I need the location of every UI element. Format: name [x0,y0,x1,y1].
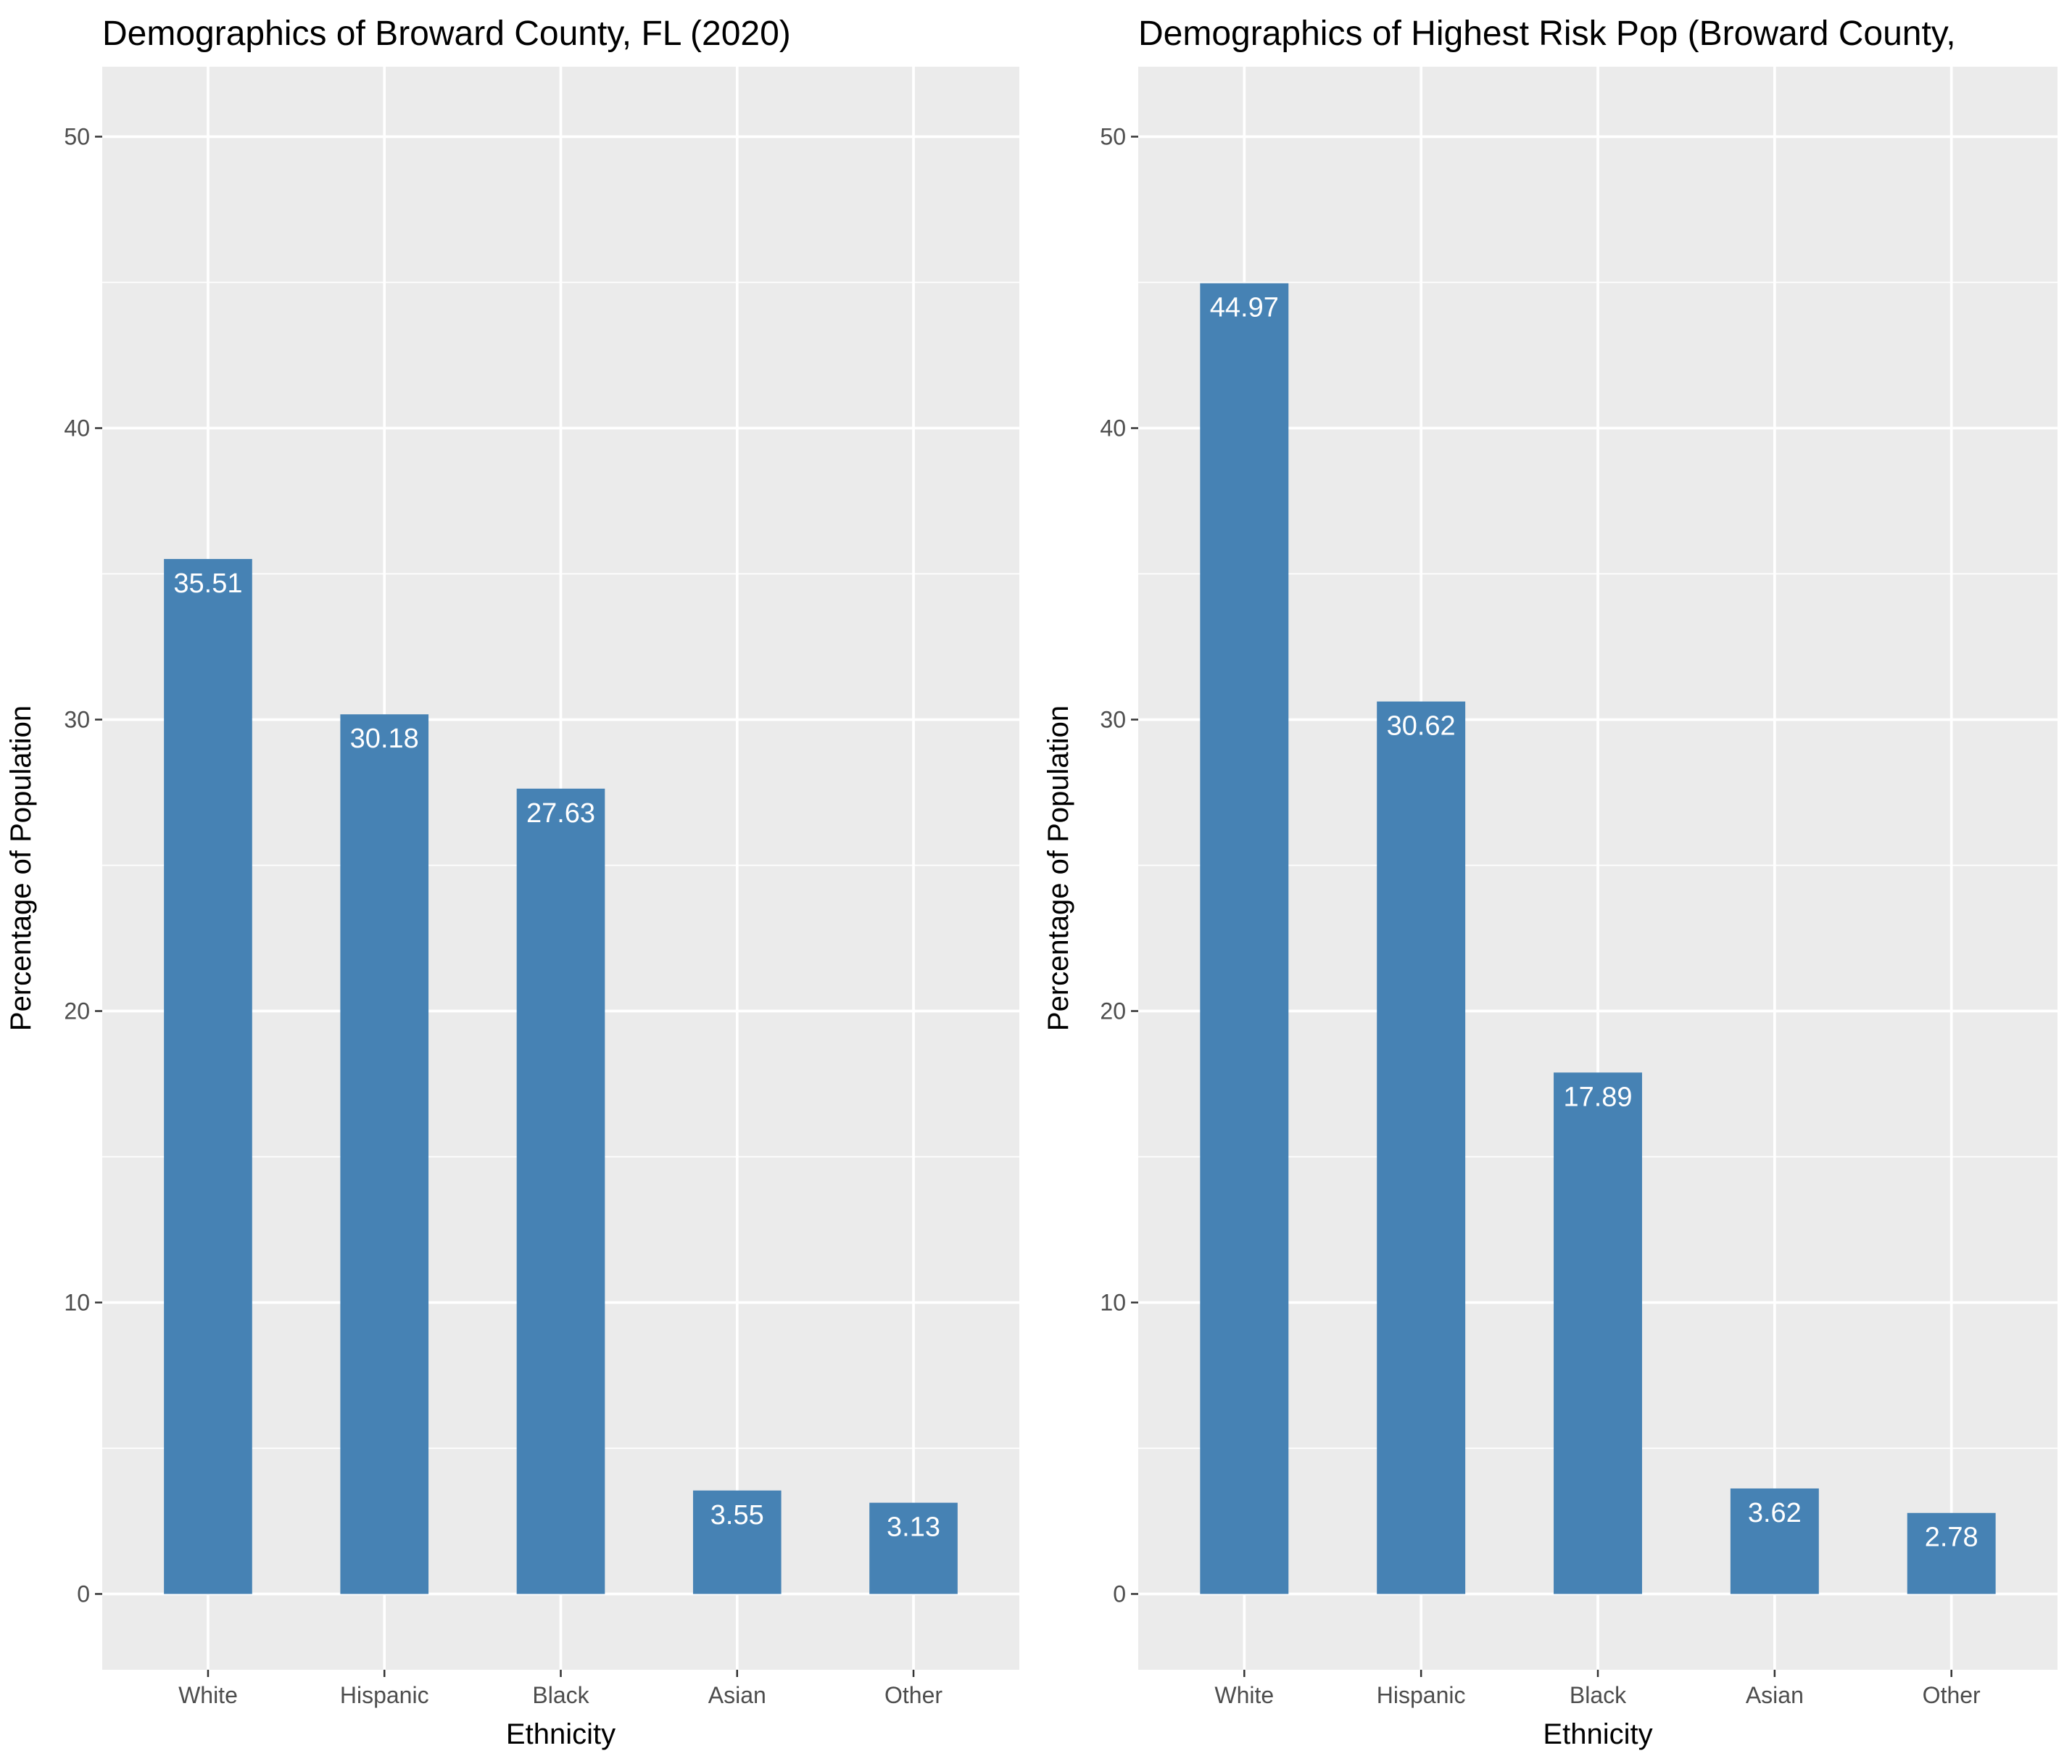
y-tick-label: 30 [1100,706,1126,732]
bar-asian [1730,1488,1819,1594]
y-tick-label: 50 [64,123,90,149]
y-axis-title: Percentage of Population [5,705,37,1031]
data-label: 2.78 [1925,1523,1978,1553]
bar-black [1554,1072,1642,1594]
data-label: 3.62 [1748,1498,1802,1528]
x-tick-label: Other [884,1682,942,1708]
y-tick-label: 30 [64,706,90,732]
y-tick-label: 20 [64,998,90,1024]
x-axis-title: Ethnicity [506,1718,616,1750]
y-tick-label: 20 [1100,998,1126,1024]
data-label: 17.89 [1563,1082,1632,1112]
x-tick-label: Hispanic [340,1682,429,1708]
chart-title: Demographics of Broward County, FL (2020… [102,15,791,53]
y-tick-label: 50 [1100,123,1126,149]
data-label: 30.18 [350,724,419,754]
x-tick-label: White [178,1682,238,1708]
x-tick-label: Black [1570,1682,1627,1708]
x-tick-label: White [1214,1682,1274,1708]
data-label: 3.55 [710,1500,764,1531]
x-tick-label: Asian [1746,1682,1804,1708]
bar-hispanic [340,714,429,1594]
chart-left: 0 10 20 30 40 50 White Hispanic Black Asian Other 3… [5,15,1019,1750]
data-label: 3.13 [887,1512,940,1543]
bar-other [1907,1512,1996,1594]
bar-other [869,1502,958,1594]
y-tick-label: 0 [1113,1581,1126,1607]
y-tick-label: 0 [77,1581,90,1607]
x-tick-label: Hispanic [1377,1682,1466,1708]
bar-hispanic [1377,701,1466,1594]
y-tick-label: 40 [1100,415,1126,441]
data-label: 35.51 [173,568,242,599]
bar-asian [692,1490,782,1594]
x-axis-title: Ethnicity [1543,1718,1652,1750]
bar-white [1200,283,1289,1594]
y-tick-label: 40 [64,415,90,441]
chart-right: 0 10 20 30 40 50 White Hispanic Black Asian Other 4… [1043,15,2058,1750]
y-tick-label: 10 [64,1289,90,1315]
x-tick-label: Asian [708,1682,766,1708]
y-axis-title: Percentage of Population [1043,705,1074,1031]
data-label: 44.97 [1210,293,1279,323]
data-label: 30.62 [1387,711,1456,742]
data-label: 27.63 [526,798,595,829]
bar-black [516,788,605,1594]
x-tick-label: Black [532,1682,589,1708]
y-tick-label: 10 [1100,1289,1126,1315]
bar-white [164,558,252,1594]
chart-title: Demographics of Highest Risk Pop (Browar… [1138,15,1956,53]
x-tick-label: Other [1923,1682,1981,1708]
